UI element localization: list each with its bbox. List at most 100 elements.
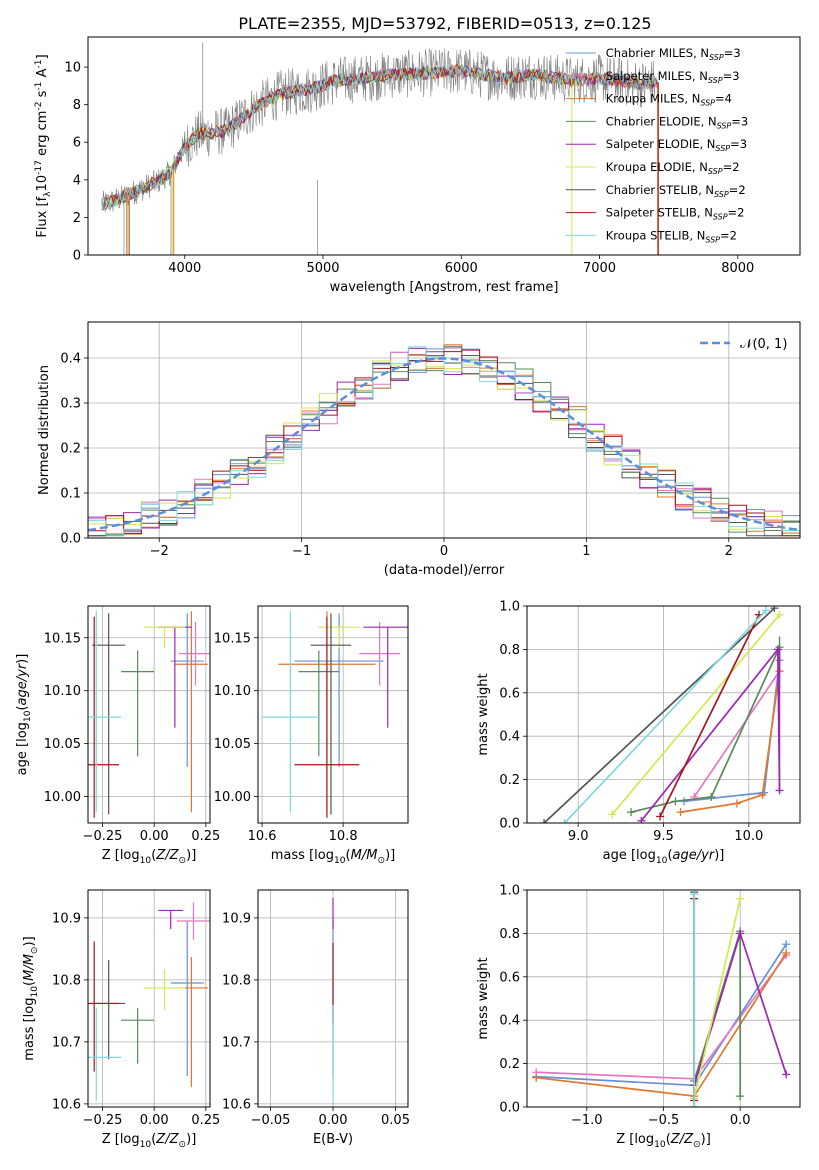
legend-label: Kroupa STELIB, NSSP=2 xyxy=(606,228,737,244)
normal-curve xyxy=(88,357,800,532)
tick-label-y: 10.6 xyxy=(222,1097,251,1112)
tick-label-y: 10.8 xyxy=(52,973,81,988)
weight-line xyxy=(536,954,787,1080)
plot-area xyxy=(540,606,784,823)
tick-label-y: 0.3 xyxy=(60,397,81,412)
tick-label-y: 0.0 xyxy=(499,817,520,832)
tick-label-y: 0.2 xyxy=(499,1057,520,1072)
tick-label-y: 0.2 xyxy=(60,442,81,457)
tick-label-x: 6000 xyxy=(445,261,478,276)
x-axis-label: (data-model)/error xyxy=(384,563,505,578)
plot-area xyxy=(532,890,791,1107)
tick-label-y: 0.4 xyxy=(499,730,520,745)
x-axis-label: age [log10(age/yr)] xyxy=(603,848,725,866)
tick-label-y: 10.9 xyxy=(222,911,251,926)
axes-frame xyxy=(87,321,801,539)
y-axis-label: mass [log10(M/M⊙)] xyxy=(22,936,40,1060)
tick-label-x: −0.5 xyxy=(648,1113,680,1128)
legend-label: Chabrier MILES, NSSP=3 xyxy=(606,46,741,62)
panel-residuals: −2 −1 0 1 2 0.0 0.1 0.2 0.3 0.4 (data-model)/error… xyxy=(37,321,801,578)
tick-label-y: 4 xyxy=(73,173,81,188)
tick-label-y: 6 xyxy=(73,136,81,151)
weight-line xyxy=(659,614,760,817)
tick-label-x: 7000 xyxy=(583,261,616,276)
figure-title: PLATE=2355, MJD=53792, FIBERID=0513, z=0… xyxy=(238,14,651,33)
x-axis-label: wavelength [Angstrom, rest frame] xyxy=(330,280,559,295)
x-axis-label: mass [log10(M/M⊙)] xyxy=(271,848,395,866)
y-axis-label: mass weight xyxy=(476,957,491,1039)
tick-label-x: −0.05 xyxy=(251,1113,291,1128)
tick-label-x: 0.25 xyxy=(191,829,220,844)
tick-label-y: 10.7 xyxy=(222,1035,251,1050)
tick-label-x: 0.05 xyxy=(381,1113,410,1128)
plot-area xyxy=(101,42,659,255)
tick-label-y: 10 xyxy=(64,61,81,76)
legend-label: Kroupa ELODIE, NSSP=2 xyxy=(606,160,740,176)
spectrum-model-line xyxy=(101,64,659,211)
y-axis-label: age [log10(age/yr)] xyxy=(15,654,33,776)
plot-area xyxy=(88,611,210,818)
weight-line xyxy=(563,609,767,823)
tick-label-x: 5000 xyxy=(306,261,339,276)
tick-label-y: 0.2 xyxy=(499,773,520,788)
y-axis-label: Flux [fλ10-17 erg cm-2 s-1 A-1] xyxy=(34,54,53,237)
axes-frame xyxy=(257,605,409,824)
tick-label-y: 2 xyxy=(73,211,81,226)
weight-line xyxy=(693,670,781,798)
weight-line xyxy=(693,898,742,1099)
legend-label: 𝒩(0, 1) xyxy=(740,337,787,352)
tick-label-x: −1 xyxy=(292,544,311,559)
tick-label-y: 10.15 xyxy=(44,631,81,646)
tick-label-x: 0 xyxy=(440,544,448,559)
tick-label-y: 10.8 xyxy=(222,973,251,988)
axes-frame xyxy=(87,36,801,256)
spectrum-model-line xyxy=(101,63,659,210)
tick-label-y: 1.0 xyxy=(499,884,520,899)
tick-label-x: 9.0 xyxy=(568,829,589,844)
panel-spectrum: 4000 5000 6000 7000 8000 0 2 4 6 8 10 wavelength [A… xyxy=(34,36,801,295)
tick-label-x: 10.0 xyxy=(734,829,763,844)
x-axis-label: E(B-V) xyxy=(313,1132,353,1147)
y-axis-label: mass weight xyxy=(476,673,491,755)
histogram-step xyxy=(88,346,800,537)
plot-area xyxy=(88,902,210,1101)
tick-label-y: 10.10 xyxy=(44,684,81,699)
weight-line xyxy=(611,614,781,815)
legend-label: Salpeter STELIB, NSSP=2 xyxy=(606,206,745,222)
x-axis-label: Z [log10(Z/Z⊙)] xyxy=(102,848,197,866)
legend-label: Kroupa MILES, NSSP=4 xyxy=(606,92,732,108)
tick-label-x: 10.6 xyxy=(248,829,277,844)
panel-age_vs_Z: −0.25 0.00 0.25 10.00 10.05 10.10 10.15 Z [log1… xyxy=(15,605,220,866)
tick-label-y: 0.6 xyxy=(499,970,520,985)
tick-label-y: 10.7 xyxy=(52,1035,81,1050)
tick-label-y: 10.05 xyxy=(44,737,81,752)
tick-label-y: 10.00 xyxy=(214,790,251,805)
histogram-step xyxy=(88,347,800,537)
tick-label-x: 9.5 xyxy=(653,829,674,844)
legend-label: Chabrier ELODIE, NSSP=3 xyxy=(606,114,748,130)
tick-label-x: 1 xyxy=(582,544,590,559)
tick-label-x: −1.0 xyxy=(571,1113,603,1128)
axes-frame xyxy=(526,889,801,1108)
tick-label-x: −2 xyxy=(150,544,169,559)
tick-label-y: 0.0 xyxy=(499,1101,520,1116)
histogram-step xyxy=(88,355,800,537)
legend-label: Chabrier STELIB, NSSP=2 xyxy=(606,183,746,199)
tick-label-y: 8 xyxy=(73,98,81,113)
tick-label-x: 0.00 xyxy=(140,829,169,844)
tick-label-x: 10.8 xyxy=(329,829,358,844)
weight-line xyxy=(543,607,775,823)
tick-label-y: 0.8 xyxy=(499,927,520,942)
tick-label-y: 10.10 xyxy=(214,684,251,699)
tick-label-y: 10.15 xyxy=(214,631,251,646)
tick-label-x: 0.0 xyxy=(730,1113,751,1128)
x-axis-label: Z [log10(Z/Z⊙)] xyxy=(102,1132,197,1150)
panel-weight_vs_age: 9.0 9.5 10.0 0.0 0.2 0.4 0.6 0.8 1.0 age [log10(a… xyxy=(476,600,801,866)
tick-label-x: −0.25 xyxy=(83,1113,123,1128)
tick-label-x: 0.00 xyxy=(319,1113,348,1128)
tick-label-y: 1.0 xyxy=(499,600,520,615)
tick-label-x: 8000 xyxy=(721,261,754,276)
tick-label-y: 0.4 xyxy=(499,1014,520,1029)
tick-label-y: 0.4 xyxy=(60,352,81,367)
